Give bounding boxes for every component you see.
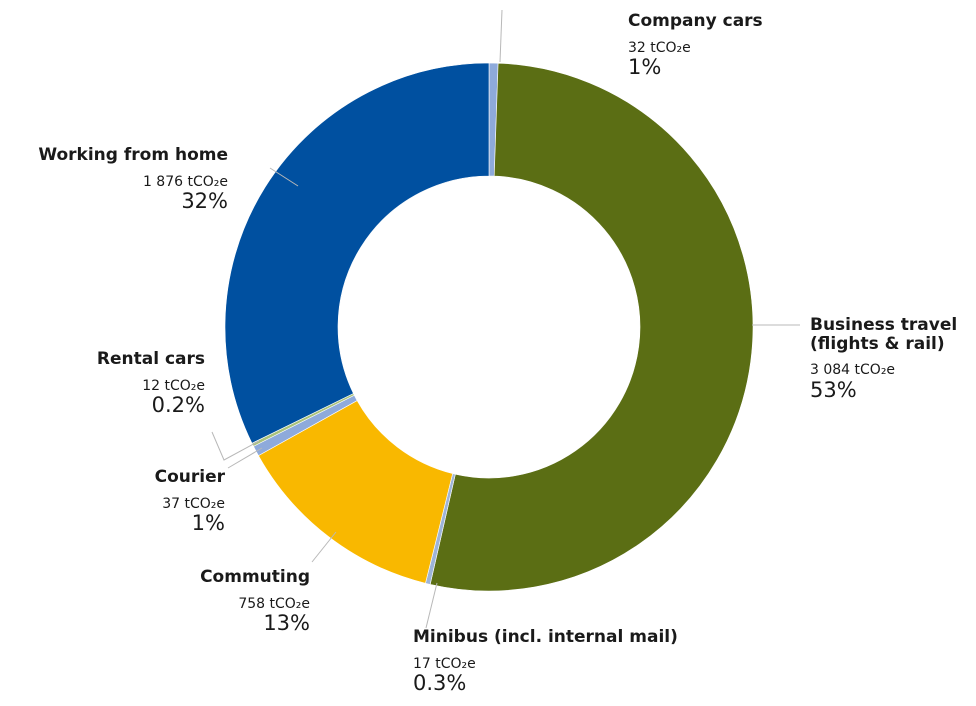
slice-label: Rental cars 12 tCO₂e 0.2%: [5, 350, 205, 417]
percent-label: 1%: [628, 55, 662, 80]
slice-label: Courier 37 tCO₂e 1%: [25, 468, 225, 535]
value-label: 37 tCO₂e: [162, 495, 225, 512]
category-label: Rental cars: [96, 349, 205, 369]
slice-label: Commuting 758 tCO₂e 13%: [110, 568, 310, 635]
leader-line: [269, 167, 299, 187]
percent-label: 0.2%: [151, 393, 205, 418]
percent-label: 53%: [810, 377, 857, 402]
value-label: 1 876 tCO₂e: [142, 173, 228, 190]
value-label: 32 tCO₂e: [628, 39, 691, 56]
category-label: Working from home: [38, 145, 228, 165]
value-label: 758 tCO₂e: [238, 595, 310, 612]
leader-line: [499, 9, 503, 63]
slice-label: Company cars 32 tCO₂e 1%: [628, 12, 828, 79]
value-label: 17 tCO₂e: [413, 655, 476, 672]
slice-label: Minibus (incl. internal mail) 17 tCO₂e 0.3…: [413, 628, 733, 695]
value-label: 3 084 tCO₂e: [810, 362, 896, 379]
category-label: Business travel (flights & rail): [810, 315, 958, 354]
percent-label: 13%: [263, 611, 310, 636]
donut-slice: [224, 62, 490, 444]
slice-label: Business travel (flights & rail) 3 084 tC…: [810, 316, 976, 402]
category-label: Minibus (incl. internal mail): [413, 627, 678, 647]
slice-label: Working from home 1 876 tCO₂e 32%: [0, 146, 228, 213]
value-label: 12 tCO₂e: [142, 377, 205, 394]
donut-slice: [429, 62, 754, 592]
leader-line: [311, 531, 337, 563]
percent-label: 0.3%: [413, 671, 467, 696]
percent-label: 1%: [191, 511, 225, 536]
leader-line: [211, 431, 260, 461]
category-label: Commuting: [200, 567, 310, 587]
leader-line: [227, 447, 263, 469]
category-label: Courier: [154, 467, 225, 487]
percent-label: 32%: [181, 189, 228, 214]
leader-line: [425, 582, 438, 629]
category-label: Company cars: [628, 11, 763, 31]
